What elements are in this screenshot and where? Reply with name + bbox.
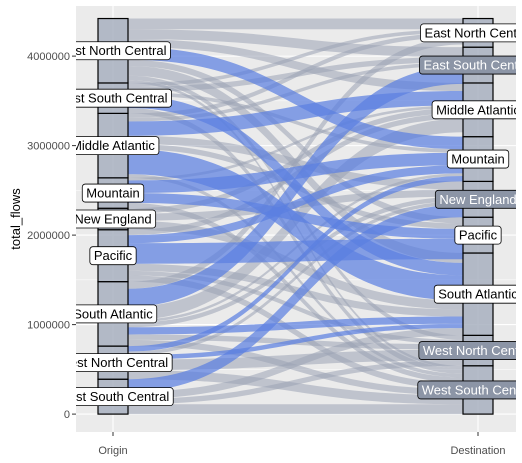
destination-stratum-label-box xyxy=(446,149,510,169)
origin-stratum-label: South Atlantic xyxy=(73,306,153,321)
destination-stratum-label-box xyxy=(419,55,516,75)
origin-stratum-label: West South Central xyxy=(57,389,170,404)
flow-band xyxy=(128,165,463,244)
destination-stratum-label-box xyxy=(420,23,516,43)
destination-stratum-label: New England xyxy=(439,192,516,207)
x-tick-label: Origin xyxy=(98,445,127,457)
y-axis: 0 1000000 2000000 3000000 4000000 xyxy=(27,51,76,421)
destination-stratum-label-box xyxy=(433,284,516,304)
origin-stratum-label-box xyxy=(89,246,137,266)
flow-band xyxy=(128,263,463,317)
flow-band xyxy=(128,152,463,194)
flow-band xyxy=(128,270,463,345)
origin-stratum-label-box xyxy=(76,304,158,324)
origin-stratum-label: East North Central xyxy=(60,43,167,58)
flow-band xyxy=(128,204,463,392)
destination-stratum-label: Middle Atlantic xyxy=(436,102,520,117)
flow-band xyxy=(128,201,463,356)
origin-stratum-label-box xyxy=(81,183,145,203)
y-tick-label: 1000000 xyxy=(27,320,70,332)
flow-band xyxy=(128,360,463,405)
origin-stratum-label: Pacific xyxy=(94,248,133,263)
destination-stratum-label-box xyxy=(418,341,516,360)
origin-stratum-label: Middle Atlantic xyxy=(71,138,155,153)
origin-stratum-label-box xyxy=(76,387,174,407)
destination-stratum-label: East North Central xyxy=(425,25,522,40)
flow-band xyxy=(128,238,463,264)
origin-stratum-label-box xyxy=(76,209,157,229)
flow-band xyxy=(128,47,463,150)
destination-stratum-label: Mountain xyxy=(451,152,504,167)
destination-stratum-label-box xyxy=(431,100,516,120)
y-tick-label: 0 xyxy=(64,409,70,421)
x-axis: Origin Destination xyxy=(98,432,506,457)
destination-stratum-label: West North Central xyxy=(423,343,522,358)
destination-stratum-label: West South Central xyxy=(422,382,522,397)
flow-band xyxy=(128,404,463,415)
origin-stratum-label: New England xyxy=(74,212,151,227)
flow-band xyxy=(128,59,463,224)
clipped-labels: West South Central West North Central Sout… xyxy=(57,23,522,407)
origin-stratum-label-box xyxy=(76,136,160,156)
flow-band xyxy=(128,29,463,87)
flow-band xyxy=(128,275,463,390)
y-tick-label: 2000000 xyxy=(27,230,70,242)
flow-band xyxy=(128,39,463,92)
stratum-labels: West South Central West North Central Sout… xyxy=(57,23,522,407)
destination-stratum-label-box xyxy=(454,225,502,245)
destination-stratum-label: South Atlantic xyxy=(438,287,518,302)
origin-stratum-label: East South Central xyxy=(58,91,167,106)
flow-band xyxy=(128,370,463,405)
origin-stratum-label-box xyxy=(76,353,173,373)
flow-band xyxy=(128,65,463,307)
flow-band xyxy=(128,174,463,378)
y-axis-title: total_flows xyxy=(8,188,23,250)
flow-band xyxy=(128,328,463,399)
origin-stratum-label: West North Central xyxy=(58,355,168,370)
origin-stratum-label-box xyxy=(76,41,171,61)
flow-band xyxy=(128,18,463,30)
flow-band xyxy=(128,105,463,181)
y-tick-label: 4000000 xyxy=(27,51,70,63)
x-tick-label: Destination xyxy=(450,445,505,457)
flow-band xyxy=(128,176,463,352)
destination-stratum-label-box xyxy=(434,189,516,209)
origin-stratum-label-box xyxy=(76,88,172,108)
flow-band xyxy=(128,37,463,289)
destination-stratum-label: Pacific xyxy=(459,228,498,243)
flows xyxy=(128,18,463,415)
flow-band xyxy=(128,323,463,360)
flow-band xyxy=(128,29,463,58)
flow-band xyxy=(128,32,463,118)
flow-band xyxy=(128,339,463,396)
origin-stratum-label: Mountain xyxy=(86,186,139,201)
flow-band xyxy=(128,91,463,153)
destination-stratum-label-box xyxy=(417,380,516,400)
y-tick-label: 3000000 xyxy=(27,141,70,153)
destination-stratum-label: East South Central xyxy=(423,58,522,73)
